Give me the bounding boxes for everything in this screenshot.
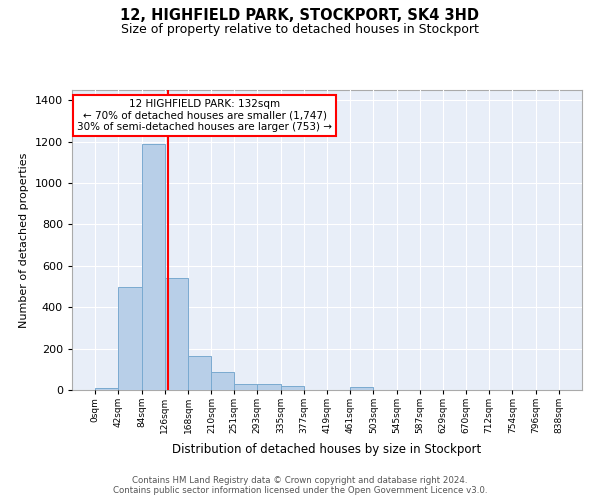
Text: 12, HIGHFIELD PARK, STOCKPORT, SK4 3HD: 12, HIGHFIELD PARK, STOCKPORT, SK4 3HD <box>121 8 479 22</box>
Bar <box>211 372 234 390</box>
Text: 12 HIGHFIELD PARK: 132sqm
← 70% of detached houses are smaller (1,747)
30% of se: 12 HIGHFIELD PARK: 132sqm ← 70% of detac… <box>77 99 332 132</box>
Bar <box>165 278 188 390</box>
Bar <box>188 356 211 390</box>
Bar <box>234 384 257 390</box>
Y-axis label: Number of detached properties: Number of detached properties <box>19 152 29 328</box>
Bar <box>257 384 281 390</box>
Bar <box>118 286 142 390</box>
Text: Contains HM Land Registry data © Crown copyright and database right 2024.
Contai: Contains HM Land Registry data © Crown c… <box>113 476 487 495</box>
Text: Distribution of detached houses by size in Stockport: Distribution of detached houses by size … <box>172 442 482 456</box>
Bar <box>281 386 304 390</box>
Bar <box>350 388 373 390</box>
Bar <box>142 144 165 390</box>
Bar <box>95 388 118 390</box>
Text: Size of property relative to detached houses in Stockport: Size of property relative to detached ho… <box>121 22 479 36</box>
